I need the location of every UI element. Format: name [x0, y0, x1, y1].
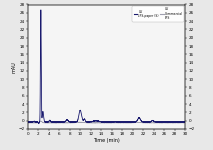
X-axis label: Time (min): Time (min) [93, 138, 120, 143]
Legend: UV
LPS-paper (S), UV
Commercial
LPS: UV LPS-paper (S), UV Commercial LPS [132, 6, 184, 22]
Y-axis label: mAU: mAU [12, 61, 17, 73]
